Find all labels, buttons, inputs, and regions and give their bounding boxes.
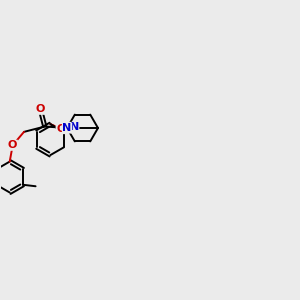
Text: O: O	[8, 140, 17, 150]
Text: O: O	[36, 104, 45, 114]
Text: O: O	[56, 124, 65, 134]
Text: N: N	[62, 123, 72, 133]
Text: N: N	[70, 122, 79, 132]
